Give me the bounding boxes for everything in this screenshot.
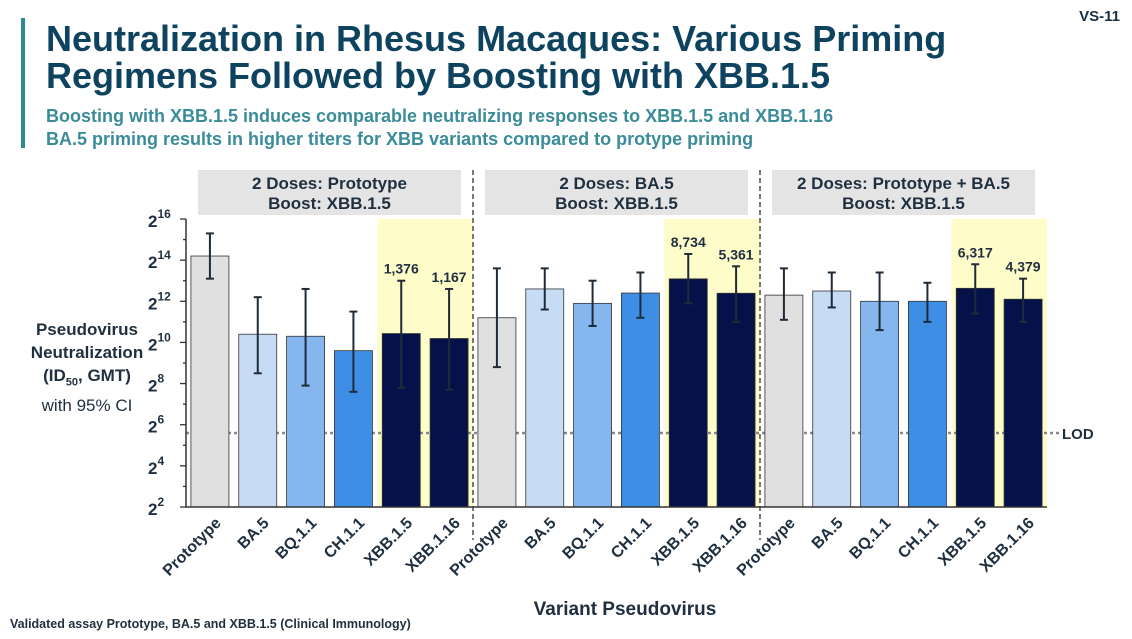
footnote: Validated assay Prototype, BA.5 and XBB.… [10, 617, 411, 631]
y-tick-label: 26 [148, 413, 164, 437]
data-label: 8,734 [671, 234, 706, 250]
y-axis-label-line1: Pseudovirus [35, 320, 139, 339]
y-tick-exponent: 12 [157, 289, 171, 303]
group-header-line1: 2 Doses: Prototype + BA.5 [797, 174, 1010, 193]
x-tick-label: BA.5 [522, 515, 560, 553]
subtitle-1: Boosting with XBB.1.5 induces comparable… [46, 106, 834, 126]
y-tick-exponent: 2 [157, 495, 164, 509]
bar-prototype [190, 255, 230, 508]
x-tick-label: CH.1.1 [608, 515, 655, 562]
data-label: 5,361 [719, 246, 754, 262]
y-tick-label: 214 [148, 248, 171, 272]
bar-xbb-1-16 [716, 292, 756, 508]
group-header-line2: Boost: XBB.1.5 [842, 194, 965, 213]
bar-ba-5 [525, 288, 565, 508]
bar-bq-1-1 [860, 300, 899, 508]
group-header-line2: Boost: XBB.1.5 [555, 194, 678, 213]
x-tick-label: BA.5 [235, 515, 273, 553]
lod-label: LOD [1062, 426, 1094, 443]
data-label: 1,167 [432, 269, 467, 285]
x-tick-label: BA.5 [809, 515, 847, 553]
slide-id: VS-11 [1079, 8, 1120, 25]
group-header-line1: 2 Doses: BA.5 [559, 174, 673, 193]
y-axis-label-line2: Neutralization [30, 343, 144, 362]
y-tick-exponent: 4 [157, 454, 164, 468]
y-tick-exponent: 10 [157, 330, 171, 344]
y-tick-label: 212 [148, 289, 171, 313]
bar-prototype [764, 294, 804, 508]
bar-ch-1-1 [621, 292, 660, 508]
group-header-box [198, 170, 461, 215]
x-tick-label: CH.1.1 [895, 515, 942, 562]
y-tick-label: 22 [148, 495, 164, 519]
y-tick-base: 2 [148, 459, 157, 478]
x-axis-label: Variant Pseudovirus [533, 599, 717, 620]
y-axis-label-close: , GMT) [78, 366, 131, 385]
group-header-box [485, 170, 748, 215]
group-header-line2: Boost: XBB.1.5 [268, 194, 391, 213]
y-tick-base: 2 [148, 500, 157, 519]
bar-xbb-1-5 [955, 287, 995, 508]
subtitle-2: BA.5 priming results in higher titers fo… [46, 129, 754, 149]
bar-xbb-1-5 [668, 278, 708, 508]
y-tick-base: 2 [148, 377, 157, 396]
x-tick-label: CH.1.1 [321, 515, 368, 562]
title-accent-bar [21, 18, 25, 148]
y-tick-exponent: 6 [157, 413, 164, 427]
y-axis-label-line3: (ID50, GMT) [12, 364, 162, 394]
y-axis-label-open: (ID [43, 366, 66, 385]
group-header-line1: 2 Doses: Prototype [252, 174, 407, 193]
x-tick-label: BQ.1.1 [560, 515, 608, 563]
y-tick-label: 216 [148, 207, 171, 231]
bar-ch-1-1 [908, 300, 947, 508]
y-tick-base: 2 [148, 212, 157, 231]
y-tick-label: 210 [148, 330, 171, 354]
bar-ba-5 [812, 290, 852, 508]
y-tick-exponent: 16 [157, 207, 171, 221]
y-axis-label: Pseudovirus Neutralization (ID50, GMT) w… [12, 318, 162, 417]
data-label: 6,317 [958, 244, 993, 260]
slide-title: Neutralization in Rhesus Macaques: Vario… [46, 18, 947, 96]
y-tick-base: 2 [148, 335, 157, 354]
bar-xbb-1-16 [1003, 298, 1043, 508]
y-tick-base: 2 [148, 253, 157, 272]
y-tick-base: 2 [148, 294, 157, 313]
x-tick-label: BQ.1.1 [273, 515, 321, 563]
bar-bq-1-1 [573, 302, 612, 508]
y-tick-base: 2 [148, 418, 157, 437]
data-label: 4,379 [1006, 259, 1041, 275]
data-label: 1,376 [384, 261, 419, 277]
y-tick-exponent: 14 [157, 248, 171, 262]
y-axis-label-line4: with 95% CI [41, 396, 133, 416]
y-axis-label-sub: 50 [65, 376, 79, 389]
y-tick-exponent: 8 [157, 372, 164, 386]
y-tick-label: 24 [148, 454, 164, 478]
x-tick-label: Prototype [160, 515, 225, 580]
group-header-box [772, 170, 1035, 215]
y-tick-label: 28 [148, 372, 164, 396]
x-tick-label: BQ.1.1 [847, 515, 895, 563]
